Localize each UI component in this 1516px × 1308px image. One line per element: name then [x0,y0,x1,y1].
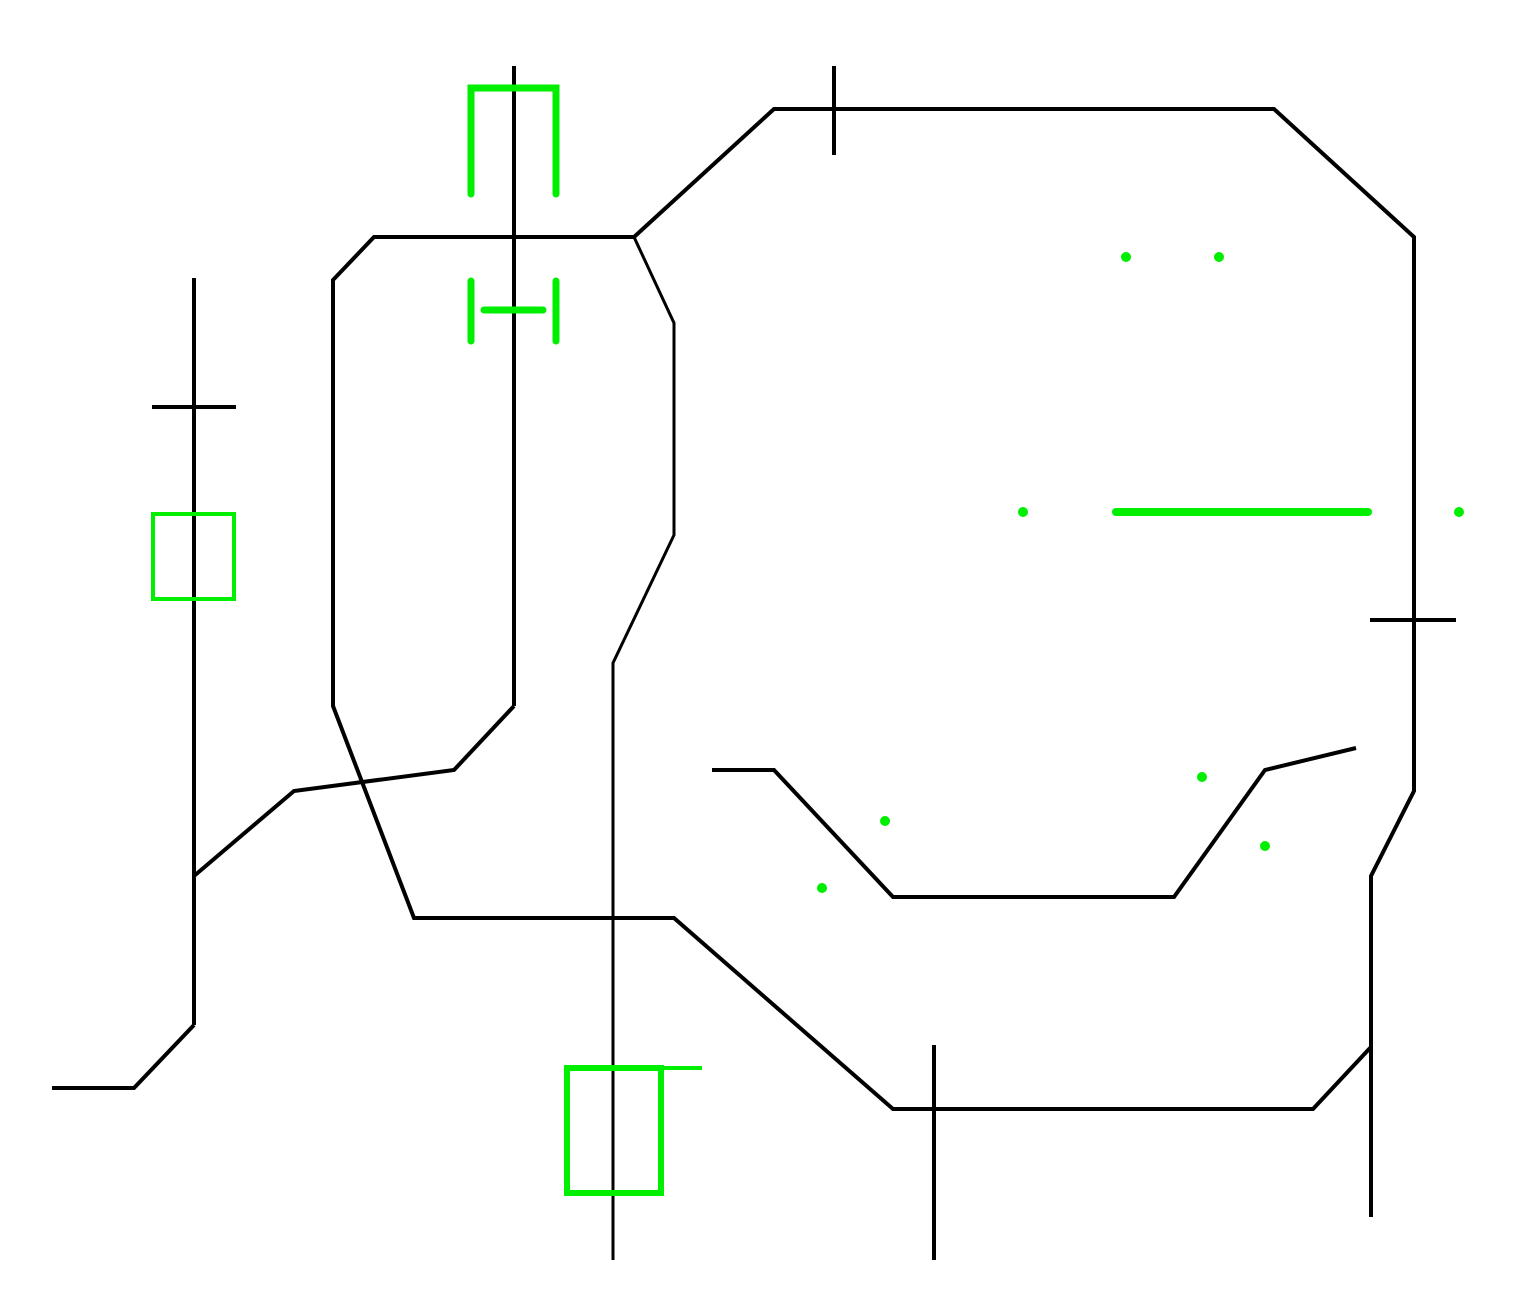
track-left-branch [192,704,516,878]
green-dot [1197,772,1207,782]
track-outer-loop [632,107,1416,1217]
track-lines [52,66,1456,1260]
track-center-branch [611,236,676,1260]
green-h-marker-top [467,277,560,345]
green-markers [151,84,1464,1196]
green-dot [1454,507,1464,517]
green-square-marker-left [151,512,236,601]
green-u-marker-top [467,84,560,198]
track-bottom-left-spur [52,1023,196,1090]
green-square-marker-bottom [564,1065,702,1196]
green-dot [1260,841,1270,851]
green-dot [1121,252,1131,262]
green-dot [1018,507,1028,517]
track-inner-loop [331,235,1373,1111]
green-dot [817,883,827,893]
track-inner-siding [712,746,1357,899]
green-dot [1214,252,1224,262]
green-dot [880,816,890,826]
green-dots [817,252,1464,893]
